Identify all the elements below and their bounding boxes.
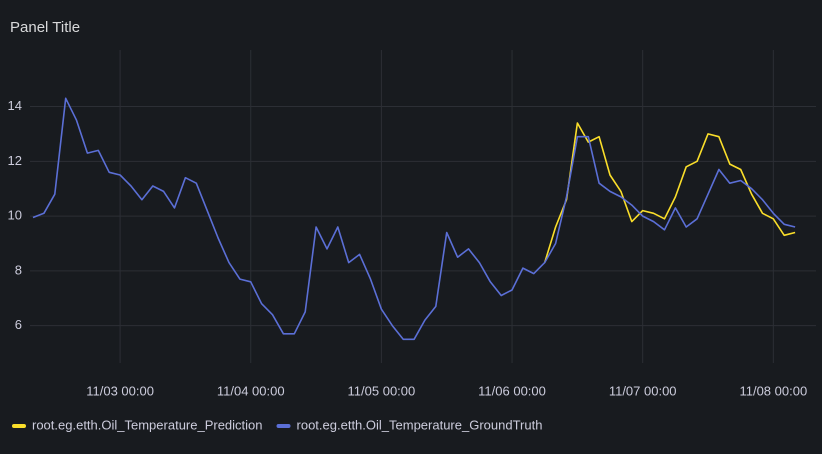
x-tick-label: 11/03 00:00 — [86, 383, 154, 398]
x-tick-label: 11/05 00:00 — [348, 383, 416, 398]
y-tick-label: 12 — [8, 153, 22, 168]
series-line — [543, 122, 796, 263]
chart-title: Panel Title — [10, 19, 80, 36]
y-tick-label: 10 — [8, 208, 22, 223]
legend-label: root.eg.etth.Oil_Temperature_Prediction — [32, 417, 263, 432]
y-tick-label: 6 — [15, 317, 22, 332]
y-tick-label: 8 — [15, 262, 22, 277]
series-line — [32, 97, 796, 341]
y-tick-label: 14 — [8, 98, 22, 113]
x-tick-label: 11/06 00:00 — [478, 383, 546, 398]
legend-label: root.eg.etth.Oil_Temperature_GroundTruth — [297, 417, 543, 432]
legend-swatch — [12, 424, 26, 428]
x-tick-label: 11/07 00:00 — [609, 383, 677, 398]
x-tick-label: 11/08 00:00 — [739, 383, 807, 398]
x-tick-label: 11/04 00:00 — [217, 383, 285, 398]
legend-swatch — [276, 424, 291, 428]
